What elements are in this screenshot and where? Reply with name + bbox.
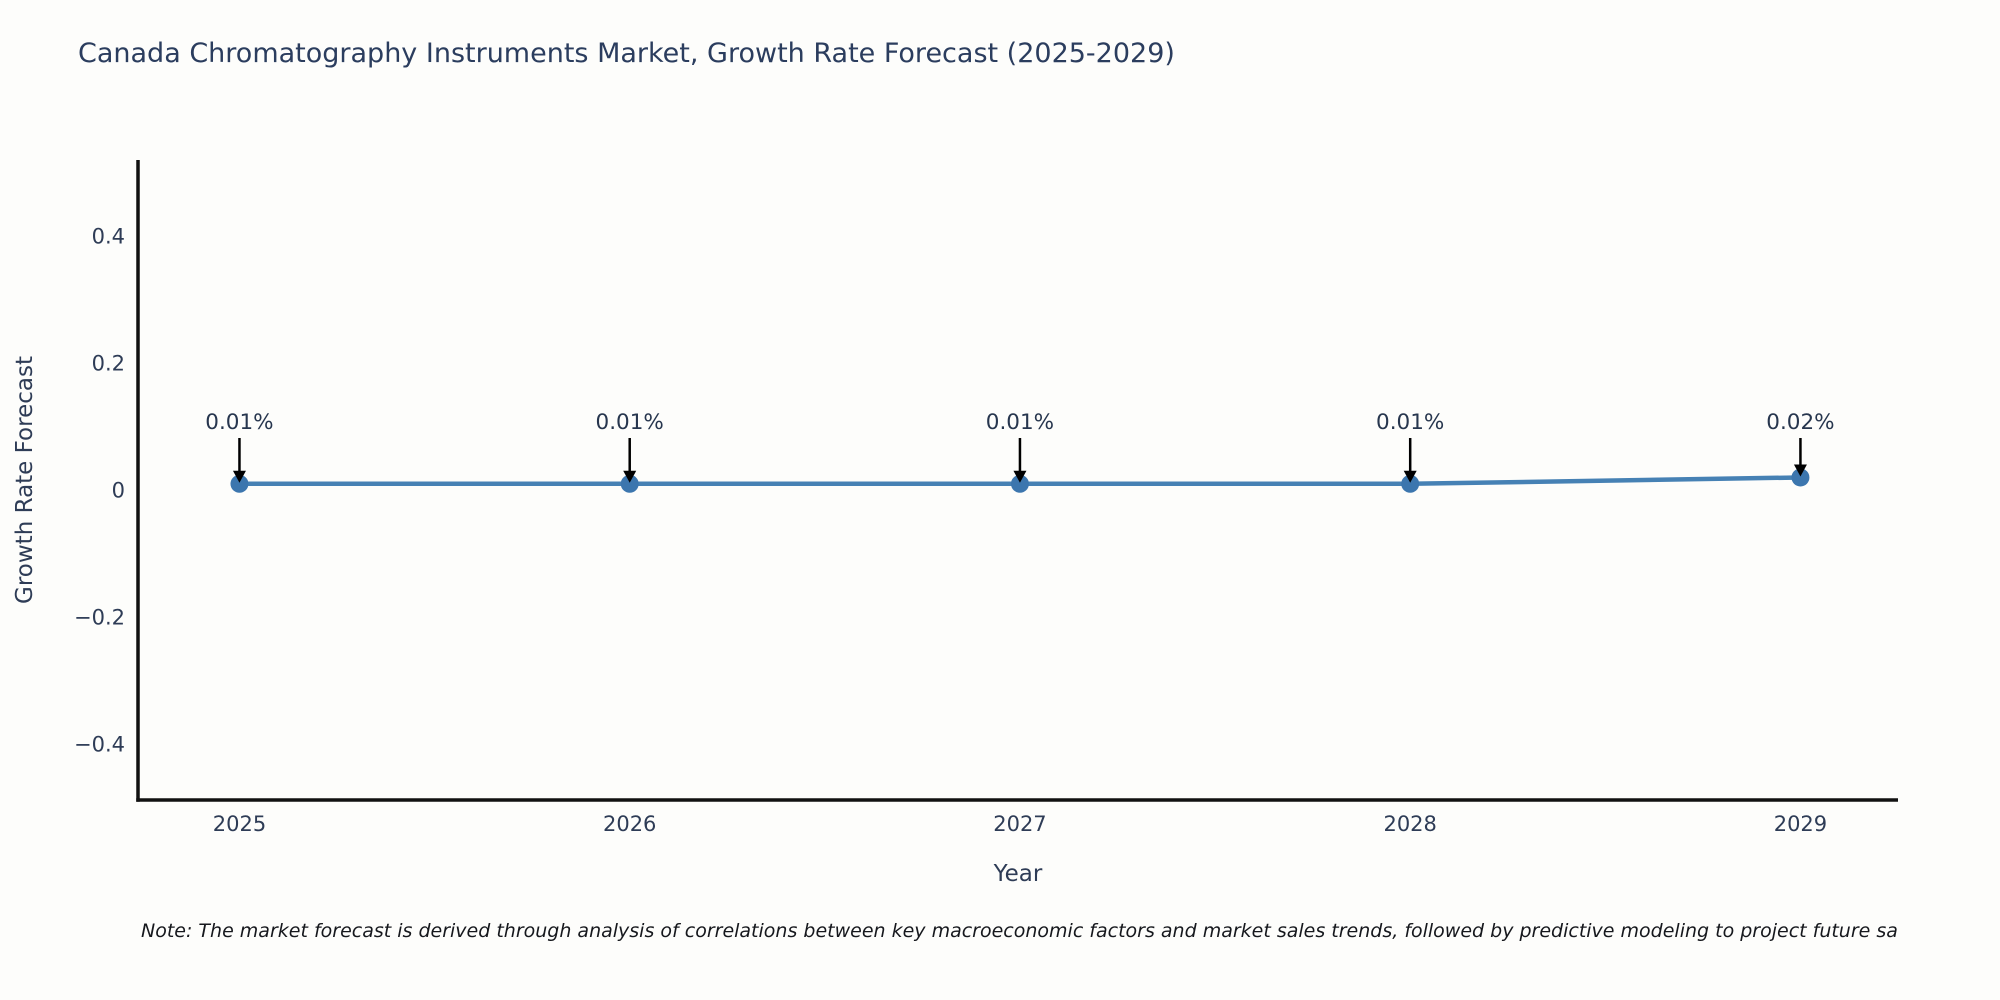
x-tick-label: 2027 [993,812,1046,836]
y-tick-label: 0 [112,479,125,503]
annotation-label: 0.02% [1766,410,1834,435]
annotation-label: 0.01% [205,410,273,435]
data-point [1010,474,1029,493]
footnote: Note: The market forecast is derived thr… [141,920,1898,942]
x-tick-label: 2026 [603,812,656,836]
x-tick-label: 2028 [1383,812,1436,836]
annotation-label: 0.01% [1376,410,1444,435]
annotation-label: 0.01% [986,410,1054,435]
x-tick-label: 2025 [213,812,266,836]
x-tick-label: 2029 [1774,812,1827,836]
y-axis-title: Growth Rate Forecast [12,356,38,604]
chart-title: Canada Chromatography Instruments Market… [78,38,1175,69]
y-tick-label: −0.4 [74,733,125,757]
annotation-arrow-head [1403,470,1417,483]
annotation-label: 0.01% [596,410,664,435]
annotation-arrow-head [1793,464,1807,477]
data-point [1401,474,1420,493]
data-point [230,474,249,493]
annotation-arrow-head [1013,470,1027,483]
annotation-arrow-head [232,470,246,483]
y-tick-label: 0.4 [92,225,125,249]
y-tick-label: 0.2 [92,352,125,376]
data-point [1791,468,1810,487]
data-point [620,474,639,493]
y-tick-label: −0.2 [74,606,125,630]
annotation-arrow-head [623,470,637,483]
x-axis-title: Year [993,861,1043,887]
